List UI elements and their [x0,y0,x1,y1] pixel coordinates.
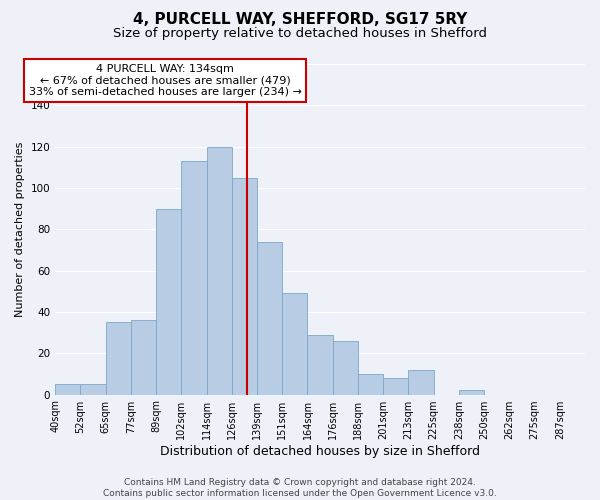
Bar [156,208,181,394]
Bar [181,161,206,394]
Bar [358,374,383,394]
Bar [55,384,80,394]
Text: 4 PURCELL WAY: 134sqm
← 67% of detached houses are smaller (479)
33% of semi-det: 4 PURCELL WAY: 134sqm ← 67% of detached … [29,64,302,97]
Bar [409,370,434,394]
Bar [131,320,156,394]
Bar [307,334,332,394]
Bar [206,146,232,394]
Bar [332,341,358,394]
Bar [232,178,257,394]
Bar [80,384,106,394]
Text: Contains HM Land Registry data © Crown copyright and database right 2024.
Contai: Contains HM Land Registry data © Crown c… [103,478,497,498]
Bar [383,378,409,394]
Bar [282,294,307,394]
Bar [459,390,484,394]
Bar [106,322,131,394]
Text: 4, PURCELL WAY, SHEFFORD, SG17 5RY: 4, PURCELL WAY, SHEFFORD, SG17 5RY [133,12,467,28]
Bar [257,242,282,394]
Text: Size of property relative to detached houses in Shefford: Size of property relative to detached ho… [113,28,487,40]
Y-axis label: Number of detached properties: Number of detached properties [15,142,25,317]
X-axis label: Distribution of detached houses by size in Shefford: Distribution of detached houses by size … [160,444,480,458]
